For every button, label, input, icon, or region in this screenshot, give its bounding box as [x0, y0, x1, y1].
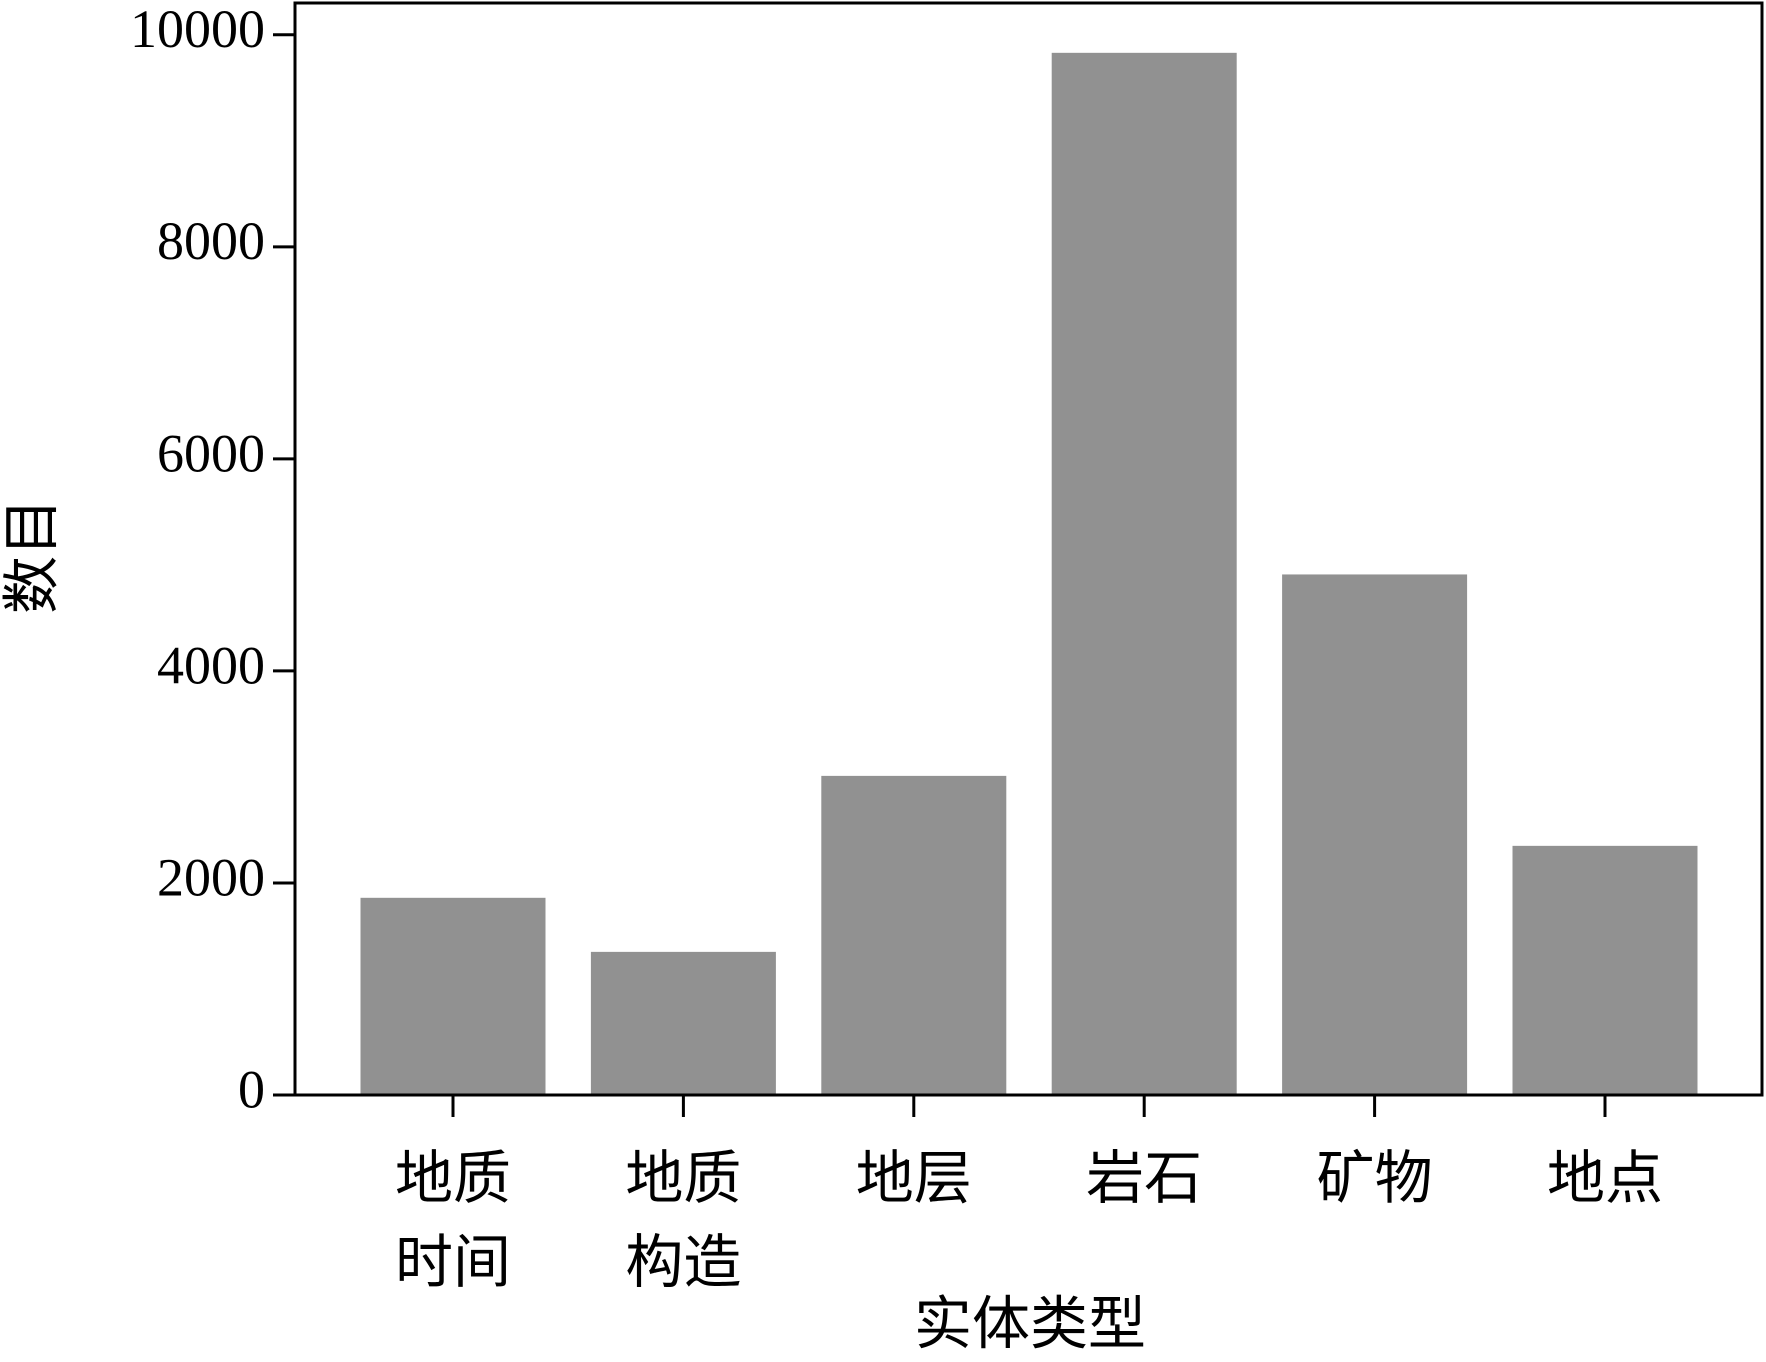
x-tick-label: 地层: [855, 1146, 972, 1211]
x-axis-title: 实体类型: [914, 1291, 1146, 1356]
y-tick-label: 4000: [157, 635, 265, 695]
bar: [1512, 845, 1698, 1095]
bar: [360, 897, 546, 1095]
y-tick-label: 0: [238, 1059, 265, 1119]
x-tick-label: 地质时间: [394, 1146, 511, 1295]
bar: [821, 775, 1007, 1095]
y-tick-label: 2000: [157, 847, 265, 907]
x-tick-label: 矿物: [1316, 1146, 1433, 1211]
x-tick-label: 地质构造: [625, 1146, 742, 1295]
y-axis-title: 数目: [0, 498, 64, 614]
y-tick-label: 8000: [157, 211, 265, 271]
bar: [590, 951, 776, 1095]
y-tick-label: 10000: [130, 0, 265, 59]
bar: [1051, 52, 1237, 1096]
x-tick-label: 岩石: [1086, 1146, 1203, 1211]
bar: [1282, 574, 1468, 1095]
x-tick-label: 地点: [1546, 1146, 1663, 1211]
y-tick-label: 6000: [157, 423, 265, 483]
plot-frame: [293, 1, 1764, 1097]
